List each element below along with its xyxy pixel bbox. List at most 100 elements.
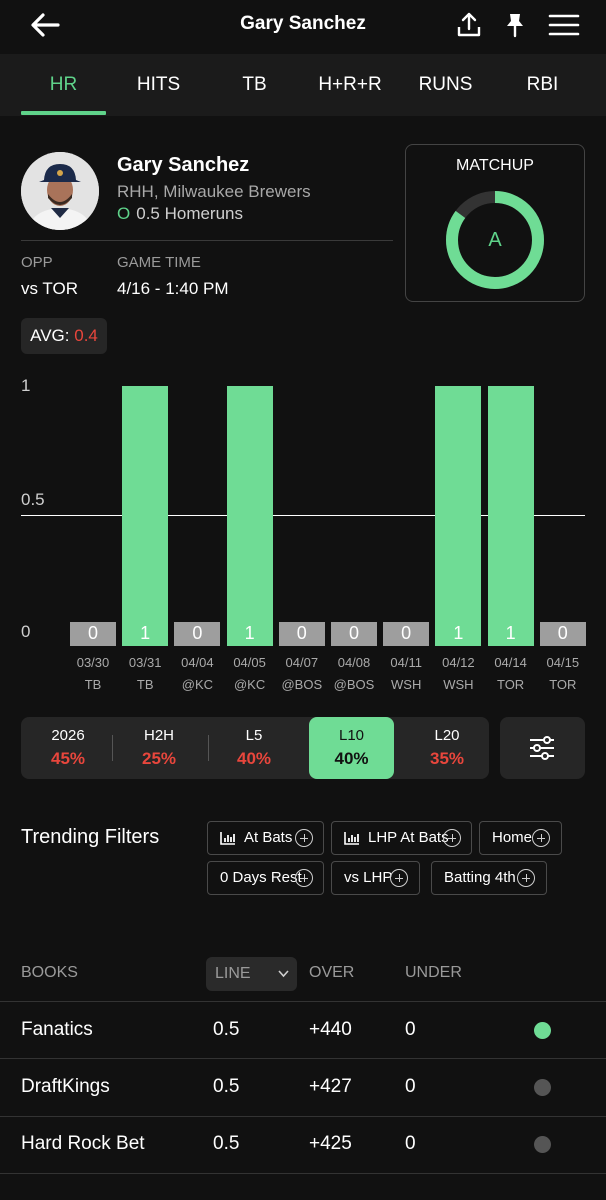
bar-value-label: 1 — [244, 623, 255, 643]
hamburger-menu-icon[interactable] — [548, 10, 580, 40]
x-tick-date: 04/14 — [494, 655, 527, 670]
line-dropdown[interactable]: LINE — [206, 957, 297, 991]
chip-label: At Bats — [244, 829, 293, 846]
book-line: 0.5 — [213, 1076, 240, 1097]
split-l10[interactable]: L10 40% — [309, 717, 394, 779]
tab-hr[interactable]: HR — [49, 74, 78, 95]
bar-03/31[interactable] — [122, 386, 169, 646]
active-tab-indicator — [21, 111, 106, 115]
avg-label: AVG: — [30, 326, 70, 345]
x-tick-date: 04/07 — [285, 655, 319, 670]
bar-04/11[interactable] — [383, 622, 430, 646]
arrow-left-icon[interactable] — [28, 10, 62, 40]
x-tick-opponent: TOR — [549, 677, 577, 692]
split-label: L20 — [434, 727, 460, 744]
tab-rbi[interactable]: RBI — [526, 74, 559, 95]
y-tick-0-5: 0.5 — [21, 490, 45, 509]
filter-settings-button[interactable] — [500, 717, 585, 779]
status-dot — [534, 1136, 551, 1153]
x-tick-opponent: WSH — [391, 677, 422, 692]
line-header: LINE — [215, 965, 251, 982]
divider — [208, 735, 209, 761]
split-l5[interactable]: L5 40% — [207, 717, 301, 779]
bar-04/12[interactable] — [435, 386, 482, 646]
x-tick-date: 03/31 — [128, 655, 162, 670]
book-line: 0.5 — [213, 1019, 240, 1040]
filter-chip-0-days-rest[interactable]: 0 Days Rest — [207, 861, 324, 895]
split-value: 40% — [236, 749, 272, 768]
filter-chip-lhp-at-bats[interactable]: LHP At Bats — [331, 821, 472, 855]
tab-tb[interactable]: TB — [242, 74, 267, 95]
page-title: Gary Sanchez — [240, 13, 366, 34]
over-header: OVER — [309, 964, 355, 981]
bar-04/15[interactable] — [539, 622, 586, 646]
bar-value-label: 1 — [453, 623, 464, 643]
book-name: DraftKings — [21, 1076, 110, 1097]
pin-icon[interactable] — [500, 10, 530, 40]
x-tick-date: 04/04 — [181, 655, 214, 670]
filter-chip-at-bats[interactable]: At Bats — [207, 821, 324, 855]
divider — [0, 1058, 606, 1059]
split-2026[interactable]: 2026 45% — [21, 717, 115, 779]
split-l20[interactable]: L20 35% — [400, 717, 494, 779]
bar-04/04[interactable] — [174, 622, 221, 646]
x-tick-date: 04/12 — [442, 655, 475, 670]
y-tick-1: 1 — [21, 376, 31, 395]
game-time-value: 4/16 - 1:40 PM — [117, 279, 229, 298]
x-tick-opponent: TB — [84, 677, 102, 692]
sliders-icon — [530, 736, 554, 760]
plus-circle-icon — [295, 869, 313, 887]
split-h2h[interactable]: H2H 25% — [112, 717, 206, 779]
book-name: Fanatics — [21, 1019, 93, 1040]
tab-runs[interactable]: RUNS — [418, 74, 473, 95]
book-under: 0 — [405, 1019, 416, 1040]
bar-value-label: 1 — [140, 623, 151, 643]
bar-03/30[interactable] — [70, 622, 116, 646]
bar-chart-icon — [220, 832, 235, 845]
divider — [112, 735, 113, 761]
status-dot — [534, 1079, 551, 1096]
book-name: Hard Rock Bet — [21, 1133, 145, 1154]
line-reference — [21, 515, 585, 516]
x-tick-opponent: @BOS — [333, 677, 375, 692]
bar-04/14[interactable] — [487, 386, 534, 646]
divider — [0, 1116, 606, 1117]
hr-bar-chart: 1 0.5 0 0 03/30 TB 1 03/31 TB 0 04/04 @KC 1 04/05 @… — [0, 370, 606, 700]
filter-chip-batting-4th[interactable]: Batting 4th — [431, 861, 547, 895]
bar-04/08[interactable] — [331, 622, 377, 646]
tab-hits[interactable]: HITS — [136, 74, 181, 95]
chevron-down-icon — [278, 970, 289, 978]
matchup-grade: A — [488, 229, 502, 251]
matchup-title: MATCHUP — [456, 157, 534, 174]
stat-tabs: HR HITS TB H+R+R RUNS RBI — [0, 54, 606, 116]
avg-value: 0.4 — [74, 326, 98, 345]
bar-04/05[interactable] — [226, 386, 273, 646]
divider — [21, 240, 393, 241]
share-icon[interactable] — [454, 10, 484, 40]
split-selector: 2026 45% H2H 25% L5 40% L10 40% L20 35% — [21, 717, 489, 779]
opp-label: OPP — [21, 254, 53, 271]
x-tick-opponent: WSH — [443, 677, 474, 692]
divider — [0, 1001, 606, 1002]
x-tick-opponent: TOR — [496, 677, 525, 692]
chip-label: vs LHP — [344, 869, 393, 886]
filter-chip-vs-lhp[interactable]: vs LHP — [331, 861, 420, 895]
prop-line: O 0.5 Homeruns — [117, 204, 243, 224]
book-under: 0 — [405, 1076, 416, 1097]
player-name: Gary Sanchez — [117, 154, 250, 176]
split-label: L5 — [245, 727, 263, 744]
bar-value-label: 0 — [296, 623, 307, 643]
bar-value-label: 0 — [557, 623, 568, 643]
split-value: 45% — [50, 749, 86, 768]
book-under: 0 — [405, 1133, 416, 1154]
matchup-card[interactable]: MATCHUP A — [405, 144, 585, 302]
tab-hrr[interactable]: H+R+R — [318, 74, 382, 95]
opp-value: vs TOR — [21, 279, 78, 298]
bar-04/07[interactable] — [278, 622, 325, 646]
trending-filters-title: Trending Filters — [21, 826, 160, 848]
filter-chip-home[interactable]: Home — [479, 821, 562, 855]
x-tick-date: 04/08 — [337, 655, 371, 670]
player-team: RHH, Milwaukee Brewers — [117, 182, 311, 201]
split-label: H2H — [143, 727, 174, 744]
x-tick-date: 03/30 — [76, 655, 110, 670]
